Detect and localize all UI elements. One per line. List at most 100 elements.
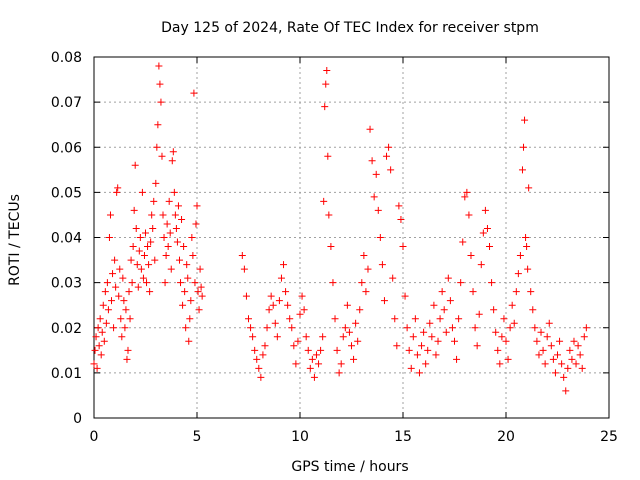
data-point — [186, 315, 194, 323]
data-point — [527, 288, 535, 296]
y-axis-label: ROTI / TECUs — [7, 194, 23, 286]
y-tick-label: 0 — [73, 411, 82, 427]
data-point — [191, 279, 199, 287]
data-point — [479, 229, 487, 237]
data-point — [251, 346, 259, 354]
data-point — [267, 292, 275, 300]
y-tick-label: 0.08 — [51, 50, 82, 66]
y-tick-label: 0.06 — [51, 140, 82, 156]
data-point — [327, 243, 335, 251]
data-point — [383, 152, 391, 160]
data-point — [308, 355, 316, 363]
data-point — [195, 306, 203, 314]
data-point — [168, 157, 176, 165]
data-point — [389, 274, 397, 282]
x-tick-label: 10 — [291, 429, 309, 445]
data-point — [459, 238, 467, 246]
data-point — [184, 274, 192, 282]
data-point — [185, 337, 193, 345]
data-point — [132, 224, 140, 232]
data-point — [570, 337, 578, 345]
data-point — [193, 202, 201, 210]
data-point — [463, 188, 471, 196]
data-point — [282, 288, 290, 296]
data-point — [541, 360, 549, 368]
data-point — [249, 333, 257, 341]
data-point — [238, 252, 246, 260]
data-point — [486, 243, 494, 251]
data-point — [568, 355, 576, 363]
data-point — [192, 220, 200, 228]
data-point — [286, 315, 294, 323]
data-point — [151, 256, 159, 264]
y-tick-label: 0.05 — [51, 185, 82, 201]
data-point — [183, 261, 191, 269]
data-point — [492, 328, 500, 336]
data-point — [436, 315, 444, 323]
data-point — [161, 279, 169, 287]
data-point — [432, 351, 440, 359]
data-points — [90, 62, 590, 395]
data-point — [127, 256, 135, 264]
y-tick-label: 0.01 — [51, 366, 82, 382]
data-point — [321, 103, 329, 111]
plot-frame — [93, 56, 610, 419]
data-point — [304, 346, 312, 354]
data-point — [516, 252, 524, 260]
data-point — [350, 355, 358, 363]
data-point — [99, 301, 107, 309]
data-point — [525, 184, 533, 192]
data-point — [405, 346, 413, 354]
data-point — [124, 346, 132, 354]
data-point — [292, 360, 300, 368]
data-point — [358, 279, 366, 287]
data-point — [356, 306, 364, 314]
data-point — [126, 315, 134, 323]
data-point — [453, 355, 461, 363]
data-point — [533, 337, 541, 345]
data-point — [465, 211, 473, 219]
data-point — [335, 369, 343, 377]
data-point — [98, 328, 106, 336]
data-point — [413, 351, 421, 359]
data-point — [194, 288, 202, 296]
data-point — [277, 274, 285, 282]
data-point — [467, 252, 475, 260]
data-point — [315, 360, 323, 368]
data-point — [374, 206, 382, 214]
data-point — [171, 211, 179, 219]
data-point — [498, 333, 506, 341]
data-point — [529, 306, 537, 314]
data-point — [97, 351, 105, 359]
y-tick-label: 0.02 — [51, 321, 82, 337]
data-point — [323, 67, 331, 75]
data-point — [162, 252, 170, 260]
data-point — [140, 252, 148, 260]
data-point — [106, 211, 114, 219]
x-tick-label: 20 — [497, 429, 515, 445]
data-point — [521, 116, 529, 124]
data-point — [253, 355, 261, 363]
data-point — [506, 324, 514, 332]
data-point — [325, 211, 333, 219]
data-point — [411, 315, 419, 323]
data-point — [123, 355, 131, 363]
data-point — [424, 346, 432, 354]
data-point — [165, 197, 173, 205]
data-point — [401, 292, 409, 300]
data-point — [477, 261, 485, 269]
data-point — [178, 215, 186, 223]
data-point — [163, 220, 171, 228]
data-point — [179, 301, 187, 309]
data-point — [380, 297, 388, 305]
data-point — [108, 297, 116, 305]
data-point — [182, 324, 190, 332]
data-point — [543, 333, 551, 341]
data-point — [415, 369, 423, 377]
data-point — [175, 256, 183, 264]
data-point — [131, 161, 139, 169]
data-point — [242, 292, 250, 300]
data-point — [94, 324, 102, 332]
data-point — [115, 292, 123, 300]
data-point — [556, 337, 564, 345]
